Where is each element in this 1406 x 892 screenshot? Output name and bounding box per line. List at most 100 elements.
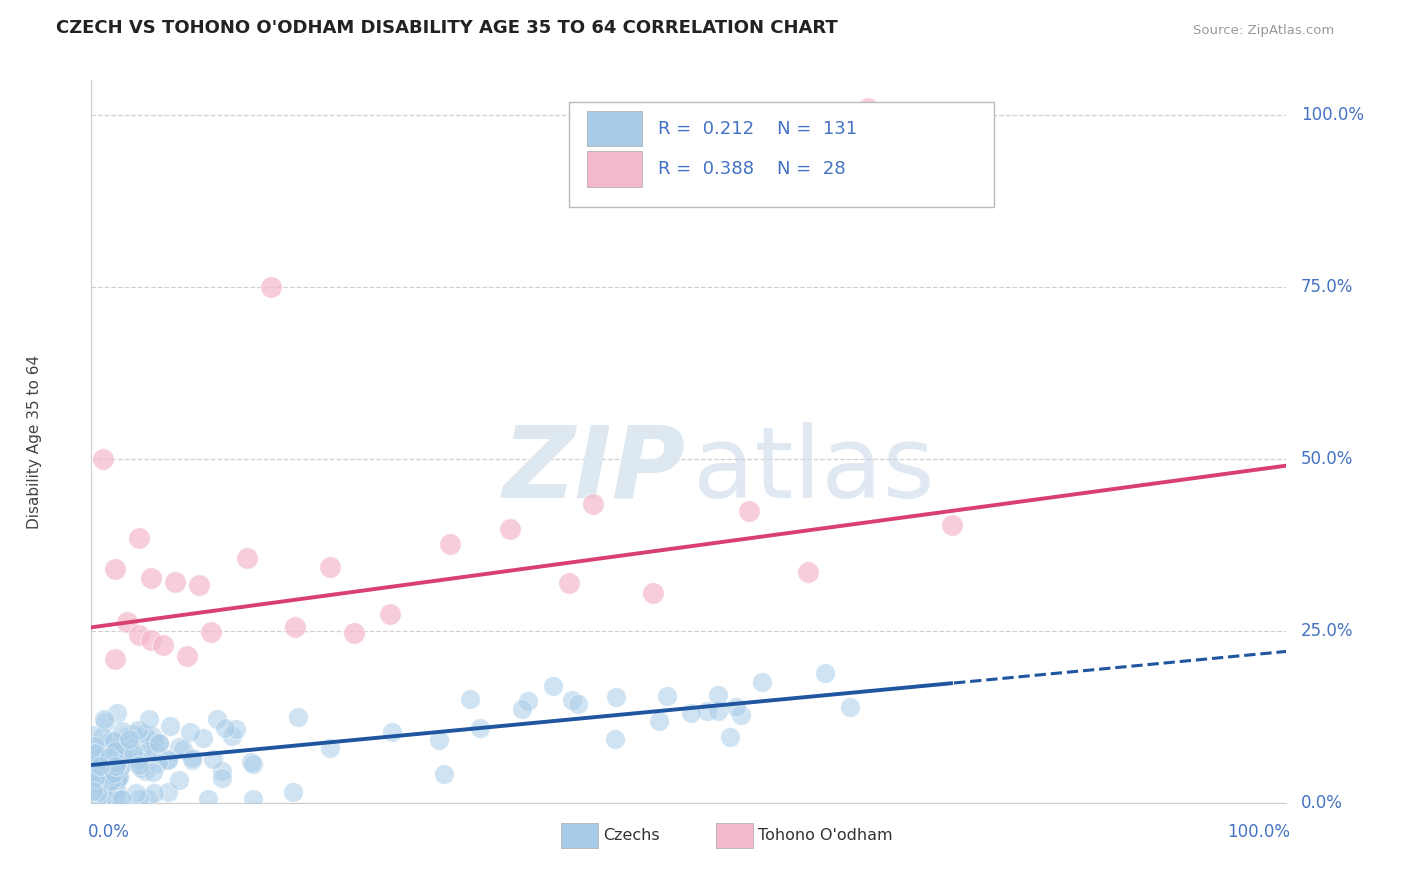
- Point: [103, 766, 125, 780]
- Point: [167, 772, 190, 787]
- Point: [706, 688, 728, 702]
- Point: [115, 747, 138, 762]
- Point: [86, 770, 108, 784]
- Point: [179, 725, 201, 739]
- Point: [136, 743, 159, 757]
- Point: [89, 759, 111, 773]
- Point: [287, 710, 309, 724]
- Point: [319, 740, 342, 755]
- Point: [157, 753, 180, 767]
- Point: [343, 626, 366, 640]
- Point: [107, 770, 129, 784]
- Point: [128, 627, 150, 641]
- Point: [98, 753, 121, 767]
- Point: [180, 753, 202, 767]
- Point: [105, 748, 128, 763]
- Point: [211, 764, 233, 778]
- Point: [730, 707, 752, 722]
- Text: R =  0.212    N =  131: R = 0.212 N = 131: [658, 120, 858, 137]
- Point: [176, 648, 198, 663]
- Point: [83, 739, 105, 754]
- FancyBboxPatch shape: [561, 823, 598, 847]
- Point: [141, 571, 162, 585]
- Point: [427, 733, 450, 747]
- Point: [159, 719, 181, 733]
- Point: [567, 698, 589, 712]
- Text: 100.0%: 100.0%: [1301, 105, 1364, 124]
- Point: [167, 740, 190, 755]
- Point: [381, 725, 404, 739]
- Point: [259, 279, 281, 293]
- Point: [460, 692, 482, 706]
- Point: [94, 756, 117, 771]
- Point: [107, 770, 129, 784]
- Point: [221, 729, 243, 743]
- Point: [107, 754, 129, 768]
- Point: [214, 721, 236, 735]
- Point: [100, 754, 122, 768]
- FancyBboxPatch shape: [588, 111, 643, 146]
- Text: Disability Age 35 to 64: Disability Age 35 to 64: [27, 354, 42, 529]
- Point: [103, 789, 125, 803]
- Point: [104, 651, 127, 665]
- Text: 50.0%: 50.0%: [1301, 450, 1353, 467]
- Point: [138, 712, 160, 726]
- Point: [96, 792, 118, 806]
- Point: [200, 624, 222, 639]
- Point: [100, 773, 122, 788]
- Point: [112, 743, 135, 757]
- Point: [111, 758, 134, 772]
- Point: [510, 702, 533, 716]
- Point: [797, 565, 820, 579]
- Point: [187, 578, 211, 592]
- Point: [724, 699, 747, 714]
- Text: 0.0%: 0.0%: [87, 823, 129, 841]
- Point: [91, 765, 114, 780]
- Point: [148, 736, 170, 750]
- Point: [110, 792, 132, 806]
- Point: [647, 714, 669, 728]
- Point: [94, 714, 117, 729]
- Point: [696, 704, 718, 718]
- Text: 75.0%: 75.0%: [1301, 277, 1353, 296]
- Point: [541, 679, 564, 693]
- Point: [94, 737, 117, 751]
- Point: [122, 746, 145, 760]
- Point: [737, 504, 759, 518]
- Point: [211, 771, 233, 785]
- Point: [96, 754, 118, 768]
- Point: [718, 730, 741, 744]
- Point: [104, 741, 127, 756]
- Point: [605, 732, 627, 747]
- Text: CZECH VS TOHONO O'ODHAM DISABILITY AGE 35 TO 64 CORRELATION CHART: CZECH VS TOHONO O'ODHAM DISABILITY AGE 3…: [56, 19, 838, 37]
- Point: [90, 757, 112, 772]
- Point: [100, 768, 122, 782]
- Point: [105, 773, 128, 788]
- Point: [157, 752, 180, 766]
- Point: [87, 777, 110, 791]
- Text: 0.0%: 0.0%: [1301, 794, 1343, 812]
- Point: [284, 620, 307, 634]
- Point: [96, 789, 118, 803]
- Point: [141, 632, 162, 647]
- Point: [121, 726, 143, 740]
- Point: [242, 757, 264, 772]
- Point: [104, 562, 127, 576]
- Text: ZIP: ZIP: [502, 422, 685, 519]
- Point: [118, 737, 141, 751]
- Point: [91, 729, 114, 743]
- Point: [193, 731, 215, 745]
- Point: [110, 760, 132, 774]
- Point: [97, 767, 120, 781]
- Point: [242, 792, 264, 806]
- Point: [201, 752, 224, 766]
- Point: [134, 764, 156, 778]
- Point: [156, 785, 179, 799]
- Point: [751, 674, 773, 689]
- Point: [90, 750, 112, 764]
- Point: [679, 706, 702, 721]
- Text: 100.0%: 100.0%: [1227, 823, 1291, 841]
- Point: [103, 756, 125, 771]
- Point: [163, 574, 186, 589]
- Point: [706, 704, 728, 718]
